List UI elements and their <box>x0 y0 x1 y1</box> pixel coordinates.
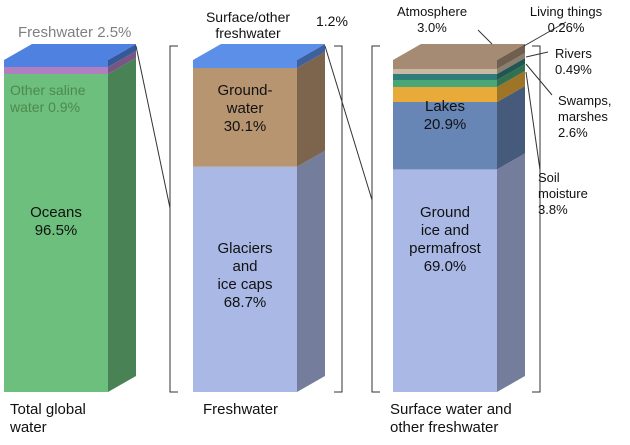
segment-glaciers-and-ice-caps-front <box>193 166 297 392</box>
label-ground-ice-and-permafrost: Ground ice and permafrost 69.0% <box>409 204 482 275</box>
segment-atmosphere-side <box>497 44 525 69</box>
label-oceans: Oceans 96.5% <box>30 204 82 239</box>
segment-swamps-marshes-side <box>497 64 525 87</box>
segment-atmosphere-front <box>393 60 497 69</box>
segment-ground-ice-and-permafrost <box>393 153 525 392</box>
segment-living-things-side <box>497 53 525 74</box>
label-groundwater: Ground-water 30.1% <box>217 82 272 135</box>
label-freshwater: Freshwater 2.5% <box>18 24 131 41</box>
segment-freshwater-top <box>4 44 136 60</box>
segment-soil-moisture-front <box>393 87 497 102</box>
segment-surface-other-freshwater <box>193 44 325 68</box>
segment-freshwater <box>4 44 136 67</box>
segment-rivers <box>393 58 525 80</box>
segment-glaciers-and-ice-caps-side <box>297 150 325 392</box>
bar-2-caption: Freshwater <box>203 401 278 418</box>
freshwater-bracket-right <box>334 45 343 393</box>
segment-oceans-front <box>4 74 108 392</box>
segment-living-things <box>393 53 525 74</box>
surface-bracket-right <box>532 45 541 393</box>
label-atmosphere: Atmosphere 3.0% <box>397 4 467 35</box>
surface-bracket <box>371 45 541 393</box>
segment-surface-other-freshwater-front <box>193 60 297 68</box>
bar-3 <box>393 44 525 392</box>
segment-surface-other-freshwater-top <box>193 44 325 60</box>
segment-soil-moisture-side <box>497 71 525 102</box>
bar-1 <box>4 44 136 392</box>
segment-rivers-front <box>393 74 497 80</box>
segment-living-things-front <box>393 69 497 74</box>
connector-line <box>135 45 171 209</box>
bar-2 <box>193 44 325 392</box>
segment-rivers-side <box>497 58 525 80</box>
label-lakes: Lakes 20.9% <box>424 98 467 133</box>
segment-atmosphere-top <box>393 44 525 60</box>
surface-bracket-left <box>371 45 380 393</box>
leader-line <box>525 63 553 96</box>
label-other-saline-water: Other saline water 0.9% <box>9 82 86 115</box>
segment-glaciers-and-ice-caps <box>193 150 325 392</box>
segment-freshwater-side <box>108 44 136 67</box>
label-glaciers-and-ice-caps: Glaciers and ice caps 68.7% <box>217 240 272 311</box>
segment-atmosphere <box>393 44 525 69</box>
label-rivers: Rivers 0.49% <box>555 46 592 77</box>
label-swamps-marshes: Swamps, marshes 2.6% <box>558 93 611 140</box>
segment-groundwater <box>193 52 325 167</box>
label-living-things: Living things 0.26% <box>530 4 603 35</box>
freshwater-bracket-left <box>169 45 178 393</box>
bars-layer <box>4 44 525 392</box>
connectors-layer <box>135 21 567 393</box>
segment-other-saline-water-front <box>4 67 108 74</box>
segment-other-saline-water <box>4 51 136 74</box>
segment-surface-other-freshwater-side <box>297 44 325 68</box>
segment-other-saline-water-side <box>108 51 136 74</box>
segment-ground-ice-and-permafrost-front <box>393 169 497 392</box>
segment-lakes <box>393 86 525 170</box>
segment-groundwater-front <box>193 68 297 167</box>
label-surface-other-freshwater-value: 1.2% <box>316 13 348 29</box>
segment-ground-ice-and-permafrost-side <box>497 153 525 392</box>
segment-groundwater-side <box>297 52 325 167</box>
bar-3-caption: Surface water and other freshwater <box>390 401 512 436</box>
leader-line <box>477 29 493 45</box>
freshwater-bracket <box>169 45 343 393</box>
labels-layer: Total global water Freshwater Surface water… <box>9 4 611 436</box>
segment-lakes-side <box>497 86 525 170</box>
bar-1-caption: Total global water <box>9 401 86 436</box>
leader-line <box>523 21 567 47</box>
label-soil-moisture: Soil moisture 3.8% <box>538 170 588 217</box>
label-surface-other-freshwater: Surface/other freshwater <box>206 9 290 41</box>
segment-oceans-side <box>108 58 136 392</box>
segment-swamps-marshes-front <box>393 80 497 87</box>
leader-line <box>525 71 541 171</box>
leader-line <box>525 51 549 58</box>
connector-line <box>324 45 373 201</box>
segment-soil-moisture <box>393 71 525 102</box>
segment-freshwater-front <box>4 60 108 67</box>
segment-oceans <box>4 58 136 392</box>
segment-swamps-marshes <box>393 64 525 87</box>
segment-lakes-front <box>393 102 497 170</box>
